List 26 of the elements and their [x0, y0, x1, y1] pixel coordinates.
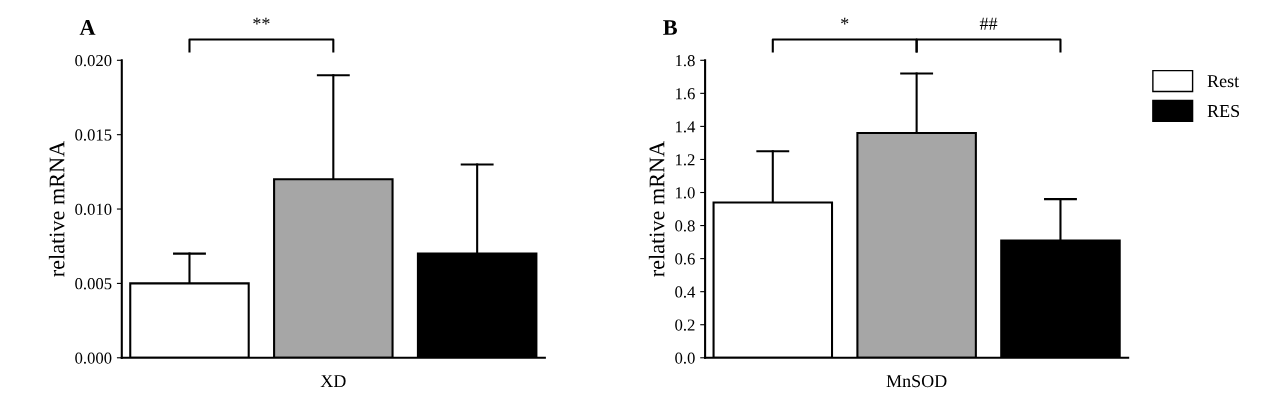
x-tick-label: MnSOD	[886, 375, 947, 388]
y-tick-label: 0.4	[675, 286, 696, 298]
text: **	[253, 17, 270, 25]
x-tick-label: XD	[320, 375, 346, 388]
y-tick-label: 1.0	[676, 187, 695, 199]
y-tick-label: 0.0	[675, 352, 695, 364]
text: ##	[979, 17, 998, 30]
y-tick-label: 0.2	[675, 319, 695, 331]
y-tick-label: 0.020	[75, 55, 112, 67]
y-tick-label: 0.000	[75, 352, 112, 364]
y-tick-label: 1.6	[676, 88, 695, 100]
y-tick-label: 1.8	[676, 55, 695, 67]
chart-title: A	[79, 20, 96, 35]
text: *	[841, 17, 849, 25]
legend-label: Rest	[1207, 75, 1240, 88]
y-tick-label: 1.4	[676, 121, 696, 133]
y-axis-title: relative mRNA	[48, 141, 65, 277]
y-axis-title: relative mRNA	[648, 141, 665, 277]
y-tick-label: 0.005	[75, 278, 112, 290]
y-tick-label: 0.8	[675, 220, 695, 232]
y-tick-label: 0.015	[75, 129, 112, 141]
y-tick-label: 0.010	[75, 203, 112, 216]
y-tick-label: 0.6	[675, 253, 695, 265]
y-tick-label: 1.2	[676, 154, 695, 166]
legend-label: RES	[1207, 104, 1240, 118]
chart-title: B	[663, 20, 677, 35]
